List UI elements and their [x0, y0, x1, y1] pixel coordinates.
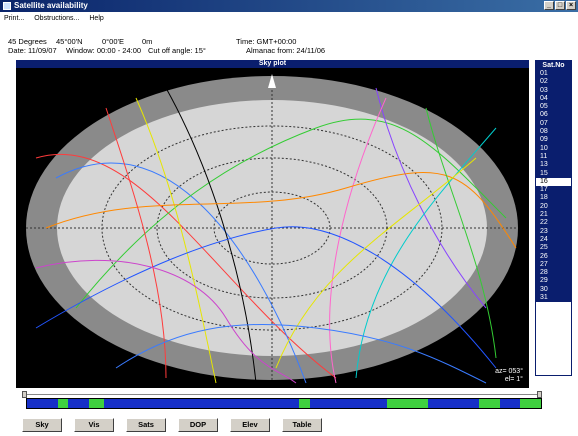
- satellite-list-item[interactable]: 26: [536, 252, 571, 261]
- timeline-segment: [520, 399, 541, 408]
- satellite-list-item[interactable]: 22: [536, 219, 571, 228]
- window-title: Satellite availability: [14, 1, 88, 10]
- satellite-list-item[interactable]: 16: [536, 177, 571, 187]
- satellite-list-item[interactable]: 25: [536, 244, 571, 253]
- height-value: 0m: [142, 37, 153, 46]
- satellite-list-item[interactable]: 03: [536, 86, 571, 95]
- app-icon: [3, 2, 11, 10]
- satellite-list-item[interactable]: 31: [536, 294, 571, 303]
- timeline-segment: [27, 399, 58, 408]
- menu-help[interactable]: Help: [89, 15, 104, 22]
- readout-azimuth: az= 053°: [495, 368, 523, 375]
- timeline-segment: [104, 399, 300, 408]
- almanac-date: Almanac from: 24/11/06: [246, 46, 326, 55]
- slider-end: [537, 391, 542, 398]
- minimize-button[interactable]: _: [544, 1, 554, 10]
- satellite-list-item[interactable]: 23: [536, 227, 571, 236]
- window-titlebar: Satellite availability _ □ ×: [0, 0, 578, 12]
- dop-button[interactable]: DOP: [178, 418, 218, 432]
- readout-elevation: el= 1°: [504, 376, 523, 383]
- sky-plot-canvas: [26, 74, 518, 384]
- cutoff-angle: Cut off angle: 15°: [148, 46, 206, 55]
- info-panel: 45 Degrees 45°00'N 0°00'E 0m Time: GMT+0…: [8, 37, 548, 55]
- table-button[interactable]: Table: [282, 418, 322, 432]
- satellite-list-item[interactable]: 21: [536, 211, 571, 220]
- satellite-list-item[interactable]: 11: [536, 152, 571, 162]
- timeline-segment: [88, 399, 105, 408]
- satellite-tracks: [35, 87, 517, 384]
- timeline-segment: [68, 399, 89, 408]
- latitude-label: 45 Degrees: [8, 37, 47, 46]
- satellite-list-item[interactable]: 08: [536, 128, 571, 137]
- north-arrow-icon: [268, 74, 276, 88]
- availability-timeline: [26, 398, 542, 409]
- satellite-list-item[interactable]: 18: [536, 194, 571, 203]
- slider-track: [22, 394, 542, 395]
- timeline-segment: [427, 399, 480, 408]
- timeline-segment: [386, 399, 428, 408]
- satellite-list-item[interactable]: 28: [536, 269, 571, 278]
- elev-button[interactable]: Elev: [230, 418, 270, 432]
- satellite-list[interactable]: Sat.No 01 02 03 04 05 06 07 08 09 10 11 13 15 16 17 18 2…: [535, 60, 572, 376]
- cursor-readout: az= 053° el= 1°: [495, 368, 523, 384]
- satellite-list-item[interactable]: 04: [536, 94, 571, 104]
- satellite-list-item[interactable]: 20: [536, 202, 571, 212]
- satellite-list-item[interactable]: 10: [536, 144, 571, 153]
- satellite-list-item[interactable]: 09: [536, 136, 571, 145]
- menu-obstructions[interactable]: Obstructions...: [34, 15, 80, 22]
- time-window: Window: 00:00 - 24:00: [66, 46, 142, 55]
- maximize-button[interactable]: □: [555, 1, 565, 10]
- satellite-list-item[interactable]: 01: [536, 70, 571, 79]
- timeline-segment: [57, 399, 69, 408]
- sats-button[interactable]: Sats: [126, 418, 166, 432]
- satellite-list-item[interactable]: 24: [536, 235, 571, 245]
- menubar: Print... Obstructions... Help: [0, 13, 560, 24]
- time-slider[interactable]: [22, 391, 542, 398]
- satellite-list-item[interactable]: 06: [536, 111, 571, 120]
- satellite-list-item[interactable]: 07: [536, 119, 571, 129]
- timeline-segment: [299, 399, 310, 408]
- sky-button[interactable]: Sky: [22, 418, 62, 432]
- timeline-segment: [309, 399, 387, 408]
- timeline-segment: [499, 399, 521, 408]
- satellite-list-item[interactable]: 29: [536, 277, 571, 286]
- date-value: Date: 11/09/07: [8, 46, 57, 55]
- satellite-list-item[interactable]: 15: [536, 169, 571, 178]
- timeline-segment: [479, 399, 500, 408]
- satellite-list-item[interactable]: 27: [536, 260, 571, 270]
- close-button[interactable]: ×: [566, 1, 576, 10]
- satellite-list-header: Sat.No: [536, 61, 571, 70]
- time-zone: Time: GMT+00:00: [236, 37, 297, 46]
- sky-plot-title: Sky plot: [16, 60, 529, 68]
- vis-button[interactable]: Vis: [74, 418, 114, 432]
- coord-lat: 45°00'N: [56, 37, 83, 46]
- satellite-list-item[interactable]: 30: [536, 285, 571, 295]
- sky-plot[interactable]: az= 053° el= 1°: [16, 68, 529, 388]
- satellite-list-item[interactable]: 13: [536, 161, 571, 170]
- menu-print[interactable]: Print...: [4, 15, 25, 22]
- view-buttons: Sky Vis Sats DOP Elev Table: [22, 418, 322, 432]
- satellite-list-item[interactable]: 02: [536, 78, 571, 87]
- slider-thumb[interactable]: [22, 391, 27, 398]
- satellite-list-item[interactable]: 05: [536, 103, 571, 112]
- coord-lon: 0°00'E: [102, 37, 124, 46]
- satellite-list-item[interactable]: 17: [536, 186, 571, 195]
